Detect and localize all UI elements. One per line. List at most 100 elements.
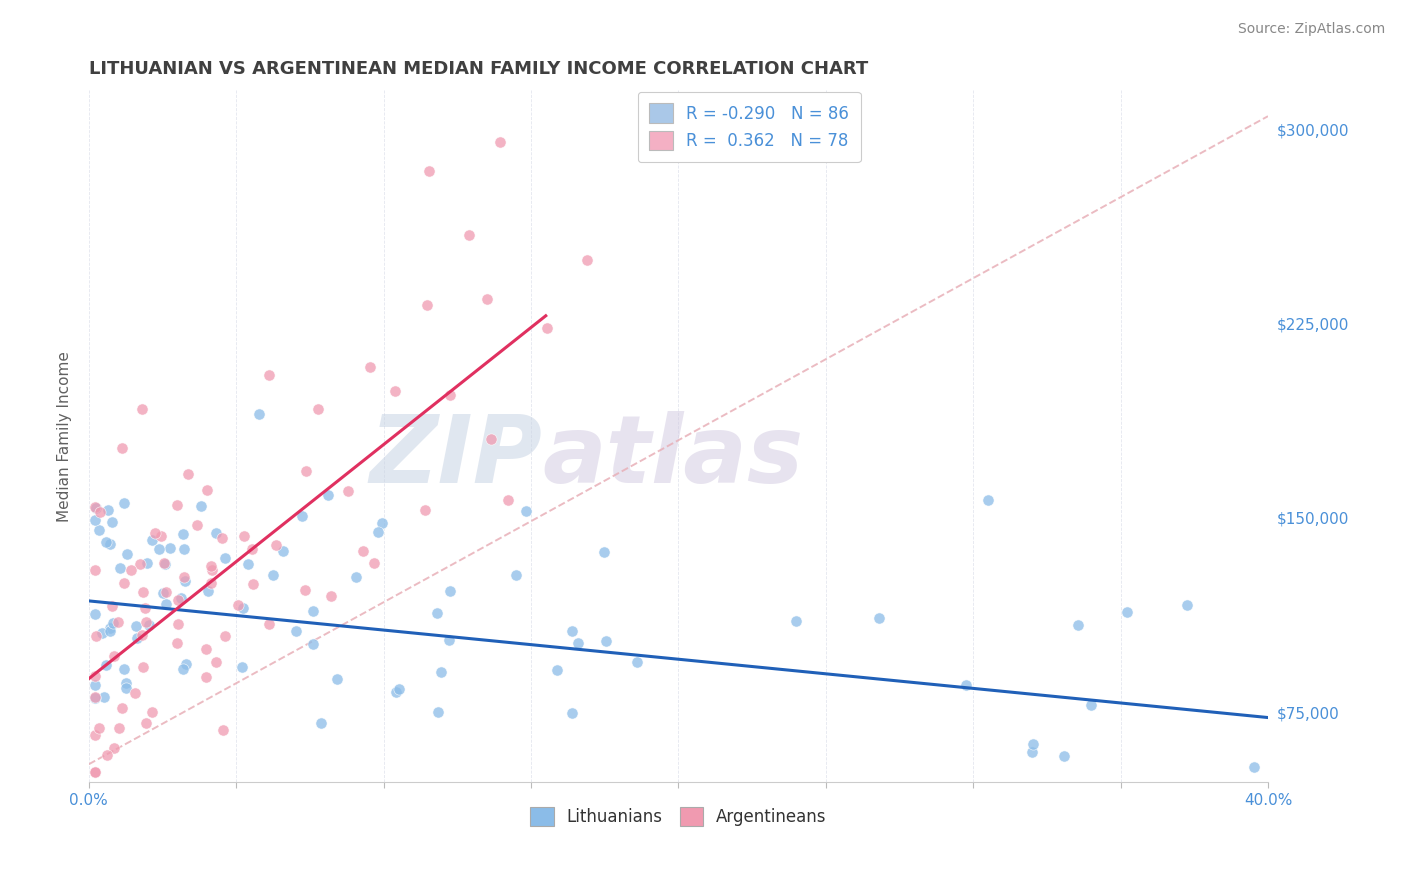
- Point: [152, 556, 174, 570]
- Point: [200, 558, 222, 573]
- Point: [200, 576, 222, 591]
- Point: [167, 592, 190, 607]
- Point: [415, 503, 437, 517]
- Point: [593, 545, 616, 559]
- Point: [226, 598, 249, 612]
- Point: [352, 543, 374, 558]
- Point: [236, 558, 259, 572]
- Point: [194, 642, 217, 657]
- Text: ZIP: ZIP: [370, 411, 543, 503]
- Point: [344, 570, 367, 584]
- Point: [384, 685, 406, 699]
- Point: [115, 676, 138, 690]
- Point: [174, 574, 197, 588]
- Point: [83, 513, 105, 527]
- Point: [561, 624, 583, 638]
- Point: [418, 164, 440, 178]
- Point: [89, 505, 111, 519]
- Point: [205, 655, 228, 669]
- Point: [112, 576, 135, 591]
- Point: [955, 678, 977, 692]
- Point: [84, 607, 107, 621]
- Point: [489, 135, 512, 149]
- Point: [370, 516, 392, 530]
- Point: [111, 442, 134, 456]
- Point: [337, 483, 360, 498]
- Point: [479, 432, 502, 446]
- Point: [427, 706, 450, 720]
- Point: [155, 597, 177, 611]
- Point: [232, 529, 254, 543]
- Point: [309, 716, 332, 731]
- Point: [131, 627, 153, 641]
- Point: [108, 722, 131, 736]
- Point: [167, 617, 190, 632]
- Point: [367, 525, 389, 540]
- Point: [103, 741, 125, 756]
- Text: LITHUANIAN VS ARGENTINEAN MEDIAN FAMILY INCOME CORRELATION CHART: LITHUANIAN VS ARGENTINEAN MEDIAN FAMILY …: [89, 60, 868, 78]
- Point: [316, 488, 339, 502]
- Point: [84, 563, 107, 577]
- Point: [143, 526, 166, 541]
- Point: [132, 585, 155, 599]
- Point: [112, 496, 135, 510]
- Point: [186, 517, 208, 532]
- Point: [868, 611, 890, 625]
- Point: [84, 501, 107, 516]
- Point: [173, 541, 195, 556]
- Point: [135, 715, 157, 730]
- Point: [84, 629, 107, 643]
- Point: [98, 537, 121, 551]
- Point: [93, 690, 115, 704]
- Point: [561, 706, 583, 720]
- Point: [101, 515, 124, 529]
- Point: [388, 682, 411, 697]
- Point: [211, 531, 233, 545]
- Point: [212, 723, 235, 738]
- Point: [536, 320, 558, 334]
- Point: [83, 764, 105, 779]
- Point: [98, 621, 121, 635]
- Point: [177, 467, 200, 481]
- Point: [201, 563, 224, 577]
- Point: [159, 541, 181, 555]
- Point: [302, 637, 325, 651]
- Point: [87, 721, 110, 735]
- Point: [190, 500, 212, 514]
- Point: [214, 629, 236, 643]
- Point: [567, 636, 589, 650]
- Point: [107, 615, 129, 629]
- Point: [166, 636, 188, 650]
- Point: [430, 665, 453, 680]
- Point: [96, 657, 118, 672]
- Point: [170, 591, 193, 605]
- Point: [149, 528, 172, 542]
- Point: [363, 556, 385, 570]
- Point: [384, 384, 406, 398]
- Point: [546, 663, 568, 677]
- Point: [114, 662, 136, 676]
- Point: [214, 550, 236, 565]
- Point: [125, 619, 148, 633]
- Point: [108, 561, 131, 575]
- Point: [153, 558, 176, 572]
- Point: [166, 498, 188, 512]
- Point: [232, 601, 254, 615]
- Point: [141, 533, 163, 548]
- Point: [155, 585, 177, 599]
- Point: [307, 401, 329, 416]
- Point: [103, 615, 125, 630]
- Point: [262, 568, 284, 582]
- Point: [271, 544, 294, 558]
- Point: [231, 660, 253, 674]
- Point: [294, 582, 316, 597]
- Point: [172, 527, 194, 541]
- Point: [242, 576, 264, 591]
- Point: [325, 672, 347, 686]
- Point: [291, 508, 314, 523]
- Point: [505, 567, 527, 582]
- Point: [138, 618, 160, 632]
- Point: [98, 624, 121, 638]
- Point: [1066, 618, 1088, 632]
- Point: [575, 253, 598, 268]
